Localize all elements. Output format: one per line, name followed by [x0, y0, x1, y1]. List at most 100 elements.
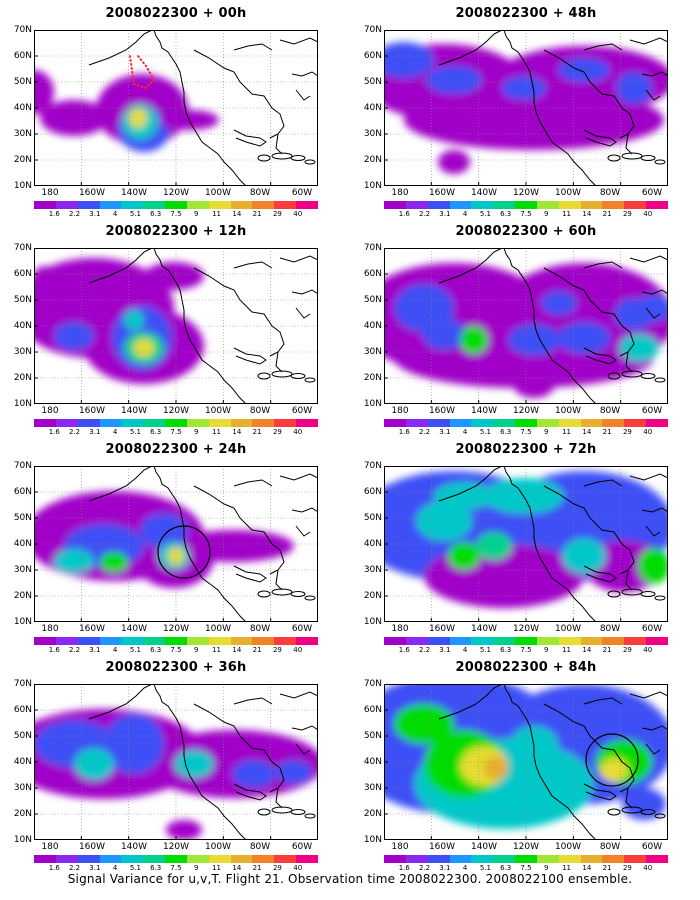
- colorbar-label: 1.6: [398, 864, 410, 872]
- coastline: [438, 466, 668, 622]
- colorbar-label: 4: [112, 428, 118, 436]
- colorbar-swatch: [55, 201, 78, 209]
- lon-label: 80W: [599, 406, 621, 416]
- colorbar-swatch: [624, 419, 647, 427]
- colorbar-label: 29: [272, 210, 282, 218]
- coastline: [438, 30, 668, 186]
- variance-map: [34, 30, 318, 186]
- lat-label: 60N: [363, 487, 382, 497]
- lon-label: 180: [391, 842, 409, 852]
- colorbar-swatch: [165, 637, 187, 645]
- variance-contour: [541, 291, 577, 315]
- colorbar-swatch: [602, 419, 625, 427]
- map-panel: 2008022300 + 72h 70N 60N 50N 40N 30N 20N 10N 180…: [350, 436, 690, 654]
- graticule: [34, 30, 318, 186]
- variance-contour: [144, 262, 204, 290]
- colorbar-label: 40: [293, 428, 303, 436]
- colorbar-swatch: [493, 637, 516, 645]
- colorbar-swatch: [55, 637, 78, 645]
- colorbar-label: 7.5: [170, 428, 182, 436]
- colorbar-swatch: [143, 419, 166, 427]
- lon-label: 160W: [78, 188, 106, 198]
- colorbar-swatch: [77, 855, 100, 863]
- colorbar-label: 29: [272, 428, 282, 436]
- colorbar-label: 9: [544, 210, 549, 218]
- colorbar-swatch: [274, 419, 297, 427]
- colorbar-label: 9: [544, 646, 549, 654]
- colorbar-label: 2.2: [68, 864, 81, 872]
- variance-contour: [276, 760, 312, 784]
- colorbar-label: 29: [622, 210, 632, 218]
- colorbar-label: 3.1: [89, 864, 101, 872]
- colorbar-label: 14: [582, 210, 592, 218]
- colorbar-swatch: [143, 637, 166, 645]
- colorbar-label: 2.2: [68, 210, 81, 218]
- colorbar-label: 40: [293, 210, 303, 218]
- variance-contour: [514, 374, 554, 398]
- panel-title: 2008022300 + 60h: [455, 224, 597, 239]
- lat-label: 70N: [363, 25, 382, 35]
- colorbar-label: 5.1: [129, 864, 141, 872]
- colorbar-swatch: [252, 637, 275, 645]
- colorbar-swatch: [427, 419, 450, 427]
- lat-label: 60N: [13, 487, 32, 497]
- colorbar-label: 9: [544, 864, 549, 872]
- colorbar-swatch: [602, 637, 625, 645]
- colorbar-label: 9: [194, 646, 199, 654]
- colorbar-label: 11: [212, 864, 222, 872]
- colorbar-swatch: [208, 201, 231, 209]
- variance-field: [384, 684, 668, 829]
- colorbar-label: 6.3: [150, 646, 162, 654]
- lat-label: 70N: [13, 25, 32, 35]
- colorbar-label: 21: [252, 210, 262, 218]
- coastline: [88, 30, 318, 186]
- variance-field: [34, 709, 318, 840]
- map-panel: 2008022300 + 24h 70N 60N 50N 40N 30N 20N 10N 180…: [0, 436, 340, 654]
- lat-label: 50N: [13, 731, 32, 741]
- lat-label: 20N: [363, 809, 382, 819]
- colorbar-labels: 1.6 2.2 3.1 4 5.1 6.3 7.5 9 11 14 21 29 40: [384, 428, 668, 437]
- colorbar-swatch: [471, 419, 494, 427]
- lon-label: 60W: [641, 188, 663, 198]
- lon-label: 180: [41, 842, 59, 852]
- colorbar-label: 21: [602, 646, 612, 654]
- lon-label: 120W: [162, 624, 190, 634]
- lon-label: 100W: [204, 188, 232, 198]
- colorbar-swatch: [99, 855, 122, 863]
- lon-label: 120W: [162, 406, 190, 416]
- lat-label: 10N: [13, 181, 32, 191]
- lon-label: 80W: [249, 624, 271, 634]
- colorbar-swatch: [165, 855, 187, 863]
- variance-contour: [54, 549, 94, 573]
- lat-label: 70N: [363, 243, 382, 253]
- colorbar-label: 3.1: [439, 210, 451, 218]
- colorbar-label: 3.1: [439, 646, 451, 654]
- colorbar-swatch: [449, 637, 472, 645]
- variance-contour: [384, 42, 434, 78]
- target-circle: [585, 733, 639, 787]
- lat-label: 10N: [13, 617, 32, 627]
- colorbar-label: 1.6: [48, 646, 60, 654]
- map-panel: 2008022300 + 60h 70N 60N 50N 40N 30N 20N 10N 180…: [350, 218, 690, 437]
- colorbar-swatch: [143, 855, 166, 863]
- variance-contour: [438, 150, 470, 174]
- colorbar-labels: 1.6 2.2 3.1 4 5.1 6.3 7.5 9 11 14 21 29 40: [384, 210, 668, 219]
- colorbar-swatch: [186, 419, 209, 427]
- colorbar-label: 11: [212, 428, 222, 436]
- colorbar-swatch: [208, 637, 231, 645]
- lat-label: 50N: [13, 77, 32, 87]
- variance-field: [34, 70, 219, 152]
- figure-grid: 2008022300 + 00h 70N 60N 50N 40N 30N 20N 10N 180…: [0, 0, 690, 872]
- colorbar: [384, 637, 668, 645]
- colorbar-label: 14: [582, 646, 592, 654]
- colorbar-swatch: [252, 419, 275, 427]
- map-panel: 2008022300 + 36h 70N 60N 50N 40N 30N 20N 10N 180…: [0, 654, 340, 872]
- map-panel: 2008022300 + 48h 70N 60N 50N 40N 30N 20N 10N 180…: [350, 0, 690, 219]
- variance-contour: [426, 66, 482, 94]
- variance-contour: [562, 538, 606, 574]
- variance-contour: [460, 326, 488, 354]
- variance-contour: [34, 266, 58, 310]
- colorbar-label: 29: [622, 646, 632, 654]
- colorbar-label: 14: [232, 210, 242, 218]
- lon-label: 100W: [554, 188, 582, 198]
